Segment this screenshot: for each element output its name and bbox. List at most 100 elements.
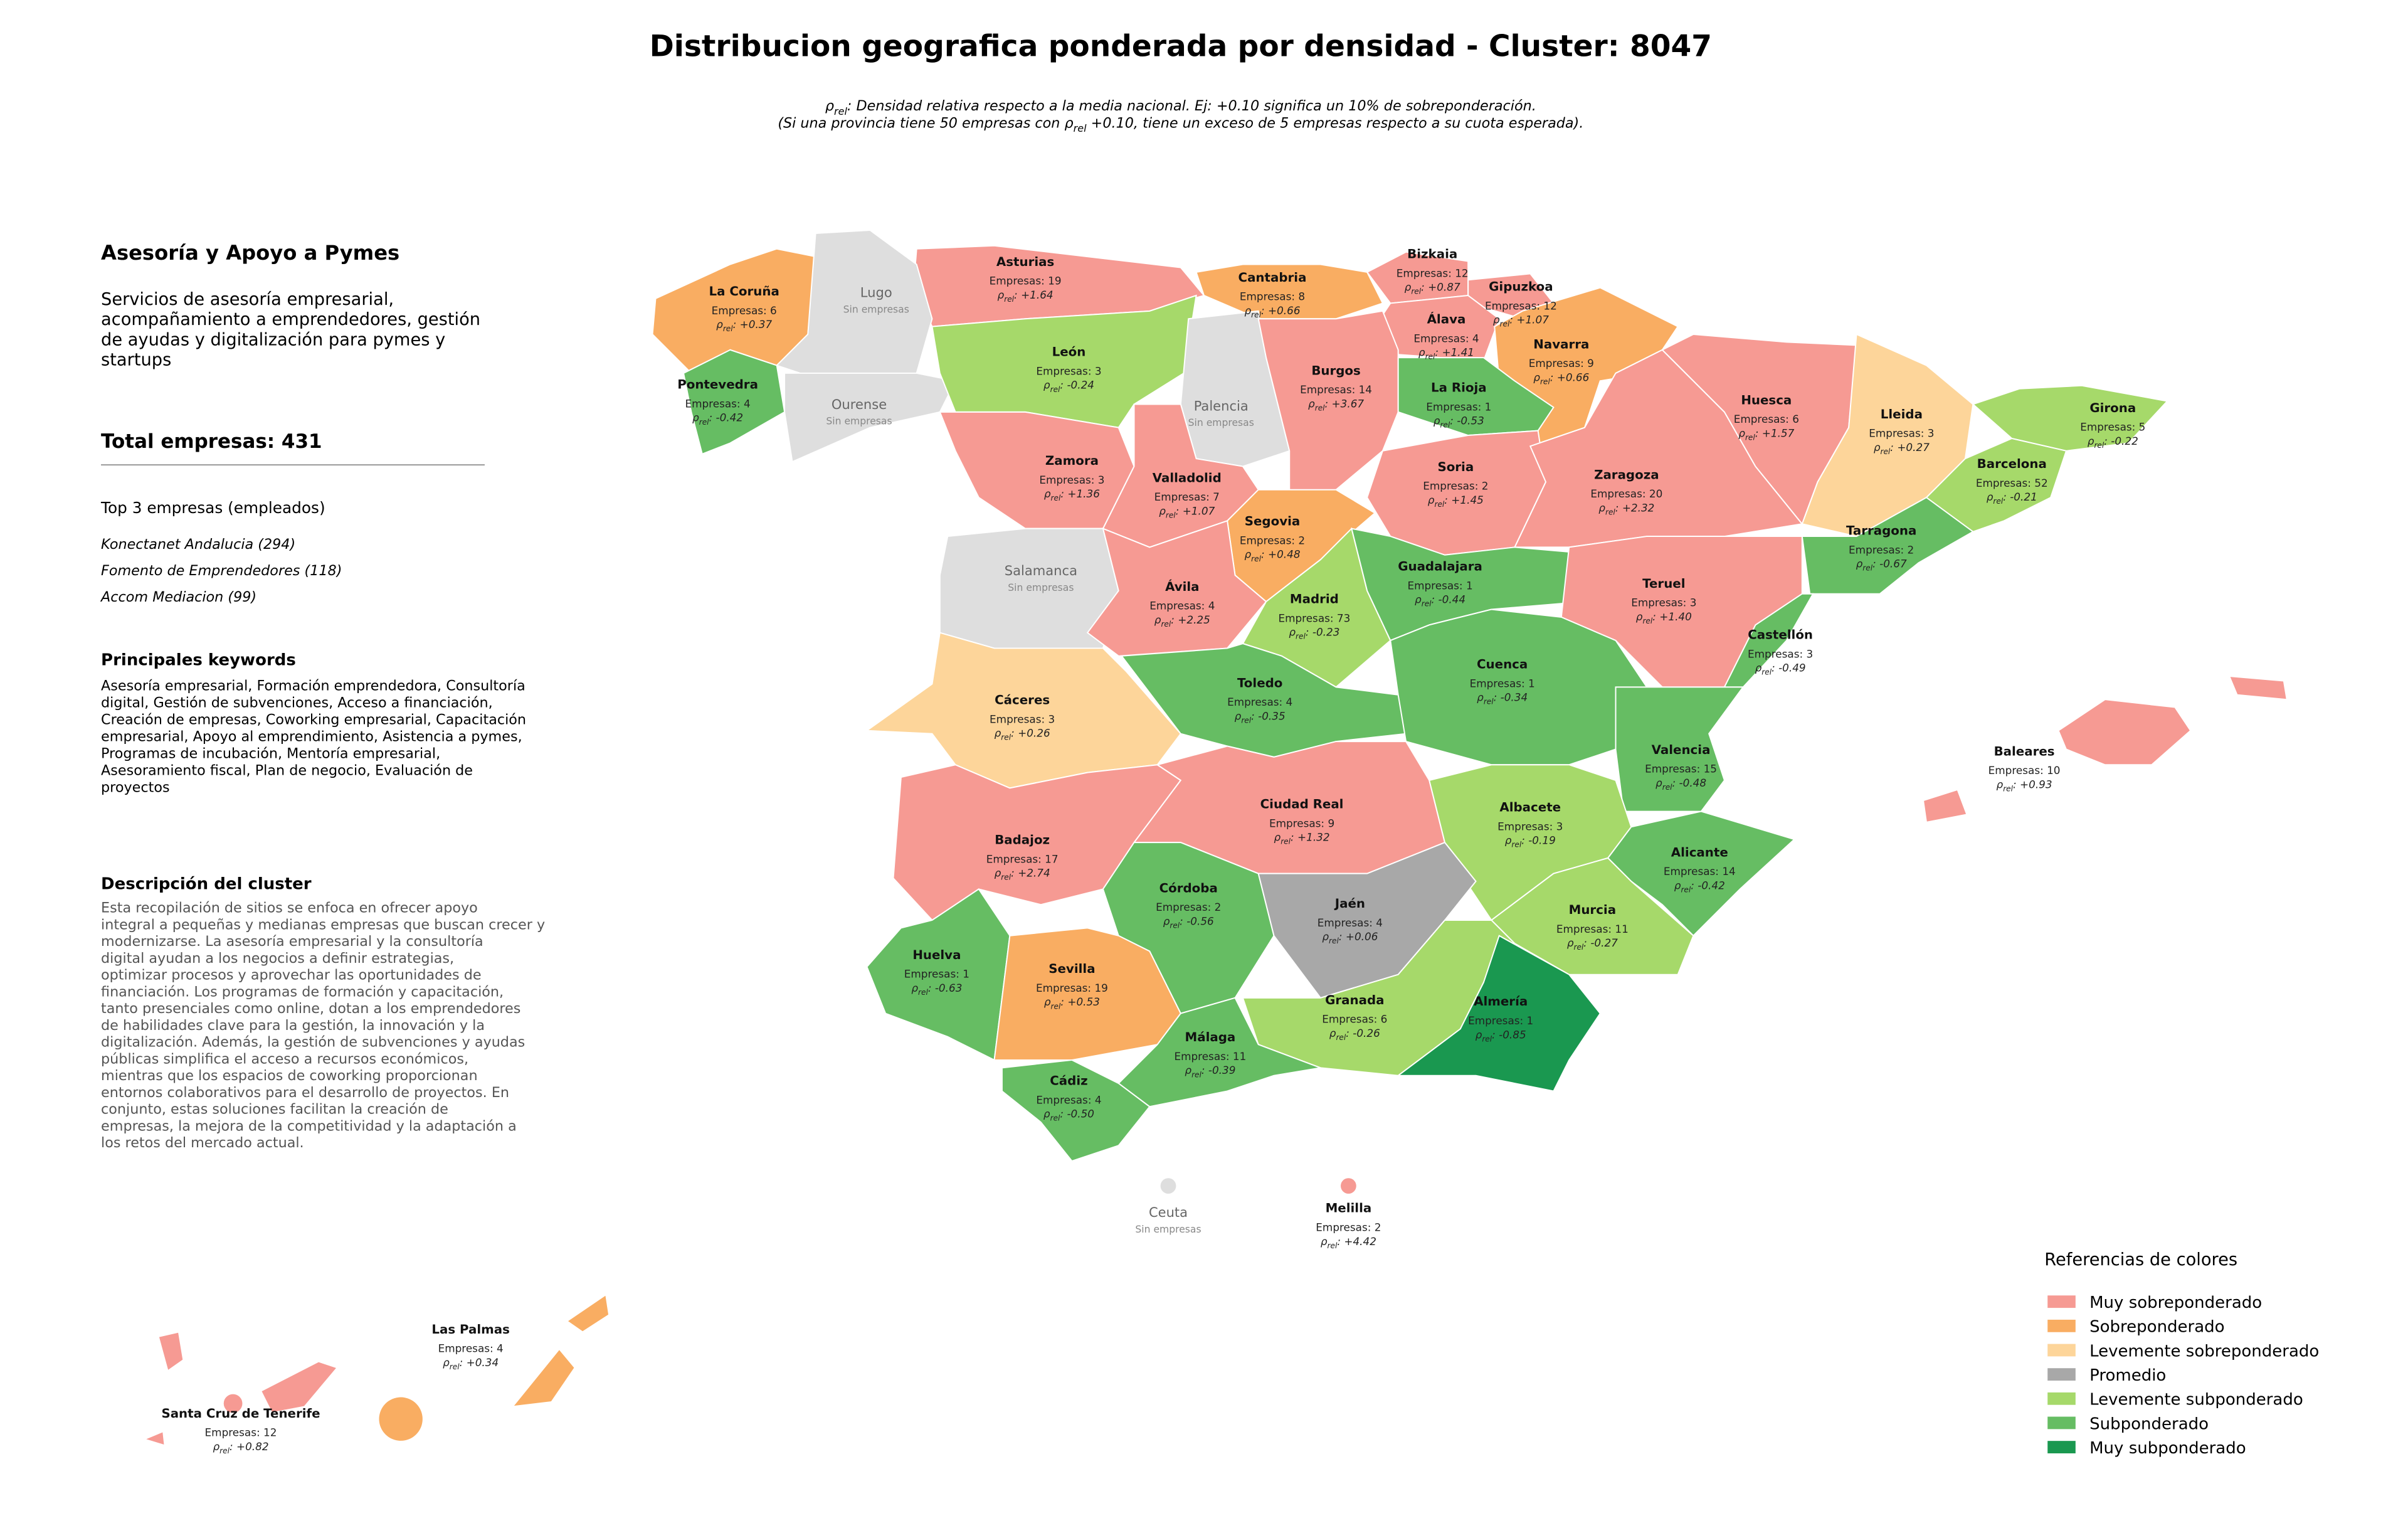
rho-value: +1.57	[1762, 427, 1795, 440]
text-segment: ρ	[443, 1356, 450, 1369]
province-name: Álava	[1427, 312, 1466, 327]
panel-description: Servicios de asesoría empresarial,	[101, 290, 394, 309]
province-name: Lleida	[1881, 407, 1923, 422]
text-segment: :	[1521, 834, 1528, 847]
cluster-line: integral a pequeñas y medianas empresas …	[101, 916, 545, 933]
province-count: Empresas: 11	[1556, 923, 1629, 935]
province-note: Sin empresas	[1008, 582, 1074, 593]
legend-label: Muy subponderado	[2089, 1439, 2246, 1458]
province-count: Empresas: 4	[1149, 599, 1215, 612]
keywords-line: Creación de empresas, Coworking empresar…	[101, 711, 526, 728]
province-rho: ρrel: +2.25	[1154, 613, 1210, 629]
text-segment: rel	[1161, 620, 1171, 629]
rho-value: -0.26	[1353, 1027, 1380, 1039]
text-segment: rel	[1328, 1241, 1338, 1250]
province-rho: ρrel: -0.48	[1656, 777, 1706, 792]
province-rho: ρrel: +2.74	[995, 867, 1050, 882]
text-segment: rel	[1511, 841, 1521, 849]
province-name: Huelva	[912, 948, 961, 962]
province-shape	[1001, 1059, 1151, 1162]
province-rho: ρrel: +1.07	[1159, 504, 1215, 519]
text-segment: ρ	[1044, 995, 1051, 1008]
text-segment: rel	[1482, 1034, 1492, 1043]
province-rho: ρrel: -0.34	[1477, 691, 1528, 706]
province-shape	[1160, 1178, 1176, 1194]
text-segment: :	[1060, 487, 1067, 500]
province-count: Empresas: 3	[990, 713, 1055, 725]
cluster-line: tanto presenciales como online, dotan a …	[101, 1000, 520, 1017]
cluster-line: Esta recopilación de sitios se enfoca en…	[101, 900, 478, 916]
province-count: Empresas: 19	[990, 275, 1062, 287]
province-shape	[142, 1430, 166, 1446]
province-rho: ρrel: +1.64	[998, 289, 1054, 304]
legend-swatch	[2047, 1344, 2076, 1357]
province-shape	[682, 349, 786, 455]
text-segment: :	[1261, 548, 1268, 561]
province-name: Las Palmas	[431, 1322, 510, 1337]
province-rho: ρrel: +1.36	[1044, 487, 1100, 502]
subtitle-line: (Si una provincia tiene 50 empresas con …	[778, 115, 1583, 134]
province-name: Navarra	[1533, 337, 1589, 351]
province-shape	[260, 1361, 339, 1414]
province-shape	[1397, 357, 1555, 437]
province-name: Córdoba	[1159, 881, 1218, 895]
text-segment: ρ	[1415, 593, 1422, 606]
province-rho: ρrel: -0.35	[1235, 709, 1286, 724]
province-name: Burgos	[1311, 363, 1361, 378]
rho-value: +2.25	[1178, 613, 1210, 626]
rho-value: -0.23	[1312, 626, 1340, 639]
province-rho: ρrel: +0.48	[1244, 548, 1300, 563]
text-segment: rel	[1251, 310, 1261, 319]
province-count: Empresas: 20	[1590, 487, 1662, 500]
province-rho: ρrel: +0.82	[213, 1440, 268, 1455]
text-segment: :	[1492, 1028, 1499, 1041]
province-count: Empresas: 73	[1278, 612, 1350, 624]
text-segment: :	[709, 411, 716, 424]
text-segment: ρ	[1987, 491, 1993, 503]
province-rho: ρrel: -0.24	[1043, 379, 1094, 394]
province-rho: ρrel: -0.44	[1415, 593, 1465, 608]
text-segment: ρ	[1405, 281, 1412, 294]
legend-label: Promedio	[2089, 1366, 2166, 1385]
text-segment: ρ	[1738, 427, 1745, 440]
legend-label: Muy sobreponderado	[2089, 1293, 2262, 1312]
text-segment: rel	[1484, 698, 1494, 706]
province-count: Empresas: 3	[1497, 820, 1563, 832]
text-segment: ρ	[1477, 691, 1484, 704]
province-count: Empresas: 14	[1300, 383, 1372, 396]
province-name: Cantabria	[1238, 270, 1307, 285]
province-shape	[1801, 496, 1975, 595]
rho-value: -0.49	[1778, 662, 1806, 674]
province-name: Palencia	[1194, 398, 1249, 413]
legend-label: Sobreponderado	[2089, 1318, 2224, 1337]
rho-value: +2.32	[1622, 501, 1655, 514]
rho-value: +1.07	[1183, 504, 1215, 517]
chart-title: Distribucion geografica ponderada por de…	[650, 29, 1712, 64]
text-segment: rel	[1336, 1033, 1346, 1042]
province-count: Empresas: 4	[685, 397, 750, 410]
province-rho: ρrel: -0.63	[911, 982, 962, 997]
text-segment: :	[460, 1356, 467, 1369]
province-name: Murcia	[1569, 903, 1616, 917]
province-count: Empresas: 5	[2080, 421, 2145, 433]
province-name: Badajoz	[995, 833, 1050, 847]
province-count: Empresas: 3	[1039, 474, 1104, 486]
text-segment: :	[1615, 501, 1622, 514]
province-count: Empresas: 52	[1976, 477, 2048, 489]
text-segment: rel	[1422, 600, 1432, 608]
province-rho: ρrel: +1.45	[1428, 494, 1484, 509]
rho-value: -0.27	[1590, 936, 1618, 949]
text-segment: ρ	[213, 1440, 219, 1453]
text-segment: rel	[1761, 668, 1772, 677]
top-company: Accom Mediacion (99)	[100, 589, 256, 605]
top-company: Konectanet Andalucia (294)	[101, 536, 295, 553]
top-heading: Top 3 empresas (empleados)	[100, 499, 325, 517]
province-shape	[1341, 1178, 1356, 1194]
legend-swatch	[2047, 1392, 2076, 1405]
province-count: Empresas: 4	[438, 1342, 504, 1355]
rho-value: +3.67	[1332, 397, 1365, 410]
province-count: Empresas: 7	[1154, 491, 1220, 503]
text-segment: rel	[2003, 784, 2013, 793]
rho-value: +0.87	[1428, 281, 1460, 294]
text-segment: ρ	[692, 411, 699, 424]
